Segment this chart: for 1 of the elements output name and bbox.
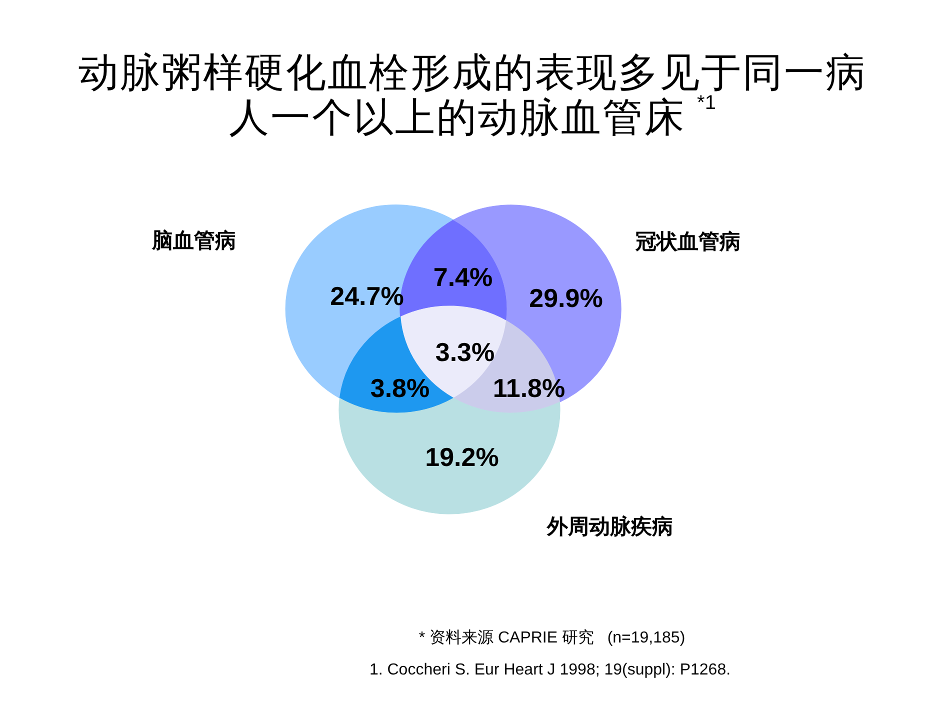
title: 动脉粥样硬化血栓形成的表现多见于同一病人一个以上的动脉血管床 $^{*1}$	[77, 50, 868, 140]
